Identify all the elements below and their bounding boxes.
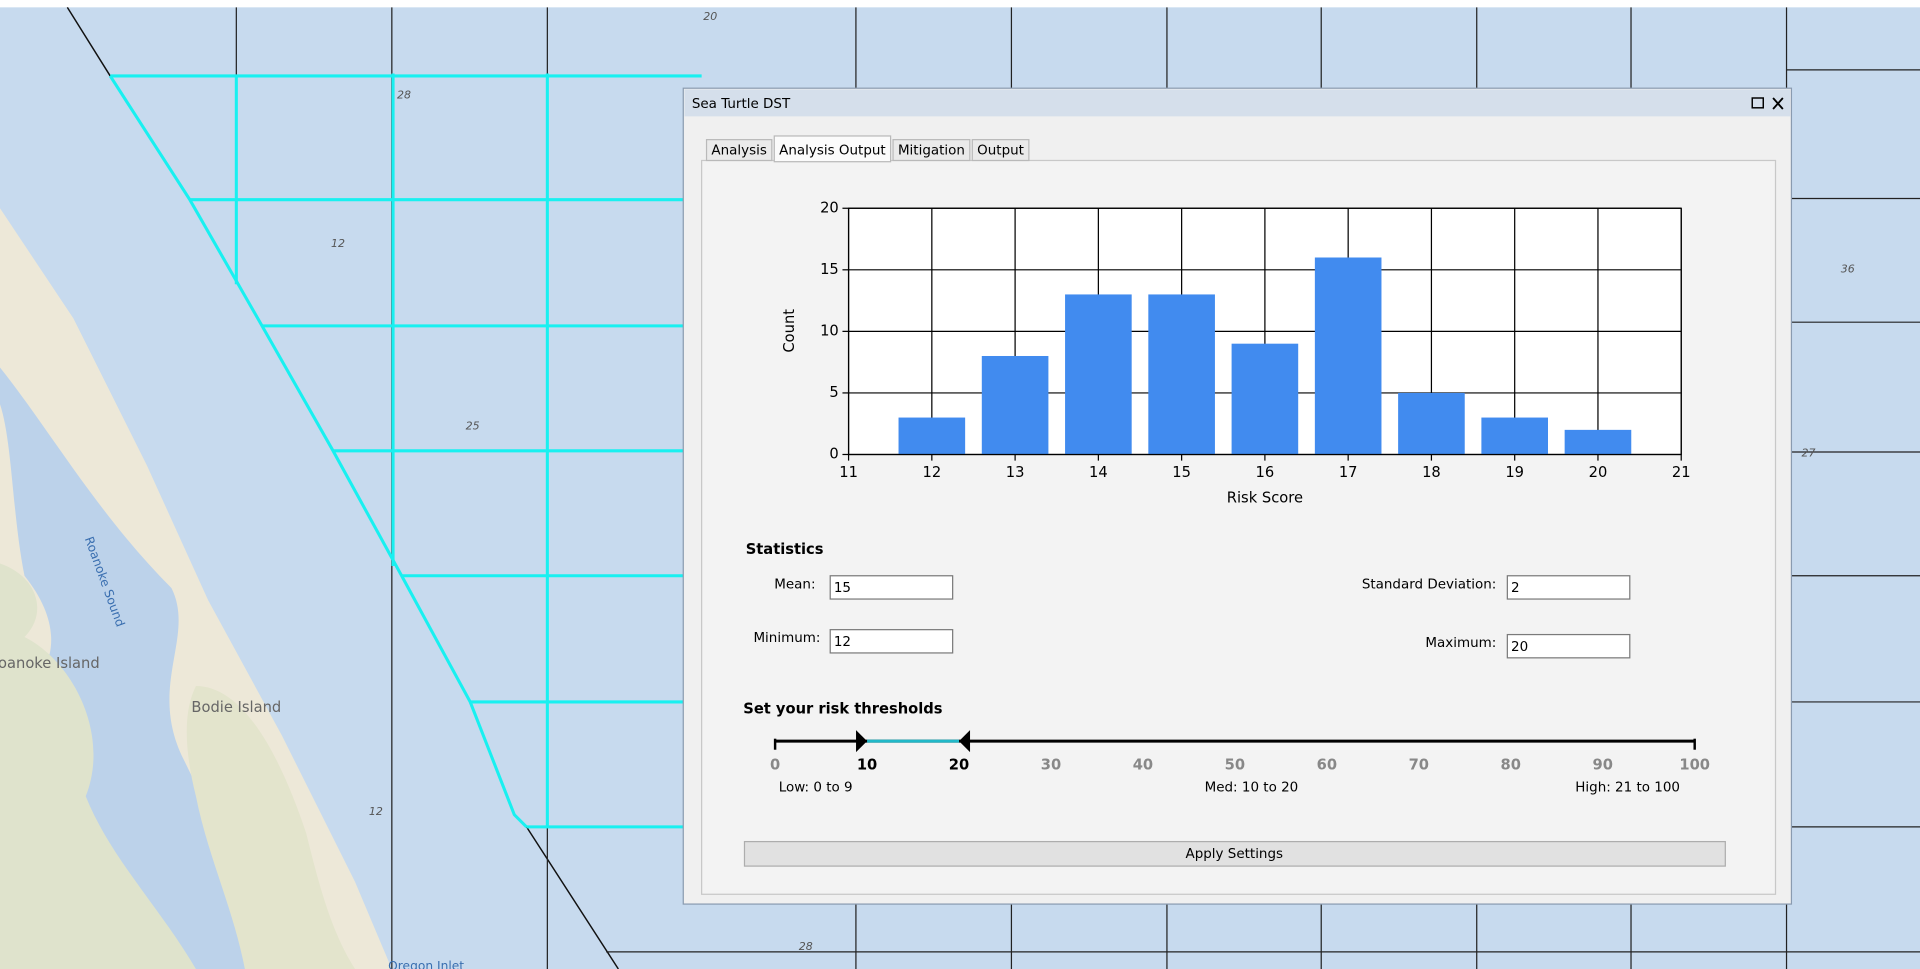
range-label: Low: 0 to 9 bbox=[779, 780, 853, 796]
y-tick-label: 0 bbox=[829, 445, 838, 462]
bar bbox=[1231, 343, 1299, 455]
slider-tick-label: 80 bbox=[1501, 757, 1521, 774]
slider-tick-label: 10 bbox=[857, 757, 877, 774]
slider-tick-label: 40 bbox=[1133, 757, 1153, 774]
tab-label[interactable]: Mitigation bbox=[898, 143, 965, 159]
text-box[interactable] bbox=[1506, 633, 1631, 659]
tab[interactable]: Analysis bbox=[705, 139, 773, 162]
apply-button-label[interactable]: Apply Settings bbox=[1186, 846, 1284, 862]
text-box[interactable] bbox=[829, 629, 954, 654]
x-tick-label: 12 bbox=[922, 464, 941, 481]
x-tick-label: 14 bbox=[1089, 464, 1108, 481]
map-label: 28 bbox=[397, 89, 411, 102]
map-label: 36 bbox=[1841, 263, 1855, 276]
field-label: Minimum: bbox=[753, 630, 820, 646]
map-label: 12 bbox=[369, 805, 383, 818]
x-tick-label: 13 bbox=[1006, 464, 1025, 481]
x-axis-label: Risk Score bbox=[1227, 490, 1303, 507]
bar bbox=[981, 355, 1049, 455]
slider-thumb-low[interactable] bbox=[856, 730, 868, 753]
y-tick-label: 5 bbox=[829, 384, 838, 401]
tab-label[interactable]: Analysis Output bbox=[779, 143, 886, 159]
tab-bg[interactable] bbox=[971, 139, 1030, 162]
map-label: Oregon Inlet bbox=[388, 959, 464, 969]
range-label: High: 21 to 100 bbox=[1575, 780, 1680, 796]
x-tick-label: 18 bbox=[1422, 464, 1441, 481]
bar bbox=[1314, 257, 1382, 455]
field-label: Maximum: bbox=[1425, 635, 1496, 651]
tab[interactable]: Output bbox=[971, 139, 1030, 162]
maximize-button[interactable] bbox=[1751, 97, 1764, 109]
map-label: 27 bbox=[1802, 446, 1816, 459]
close-button[interactable] bbox=[1772, 97, 1784, 110]
field-value[interactable]: 15 bbox=[834, 580, 851, 596]
slider-tick-label: 30 bbox=[1041, 757, 1061, 774]
tab[interactable]: Analysis Output bbox=[773, 135, 892, 163]
field-label: Standard Deviation: bbox=[1362, 576, 1497, 592]
x-tick-label: 11 bbox=[839, 464, 858, 481]
tab-label[interactable]: Analysis bbox=[711, 143, 766, 159]
slider-tick-label: 60 bbox=[1317, 757, 1337, 774]
bar bbox=[898, 417, 966, 455]
slider-tick-label: 20 bbox=[949, 757, 969, 774]
slider-thumb-high[interactable] bbox=[959, 730, 971, 753]
slider-tick-label: 70 bbox=[1409, 757, 1429, 774]
tab-label[interactable]: Output bbox=[977, 143, 1024, 159]
bar bbox=[1065, 294, 1132, 455]
map-label: 20 bbox=[703, 10, 717, 23]
map-label: 28 bbox=[799, 940, 813, 953]
bar bbox=[1481, 417, 1549, 455]
slider-tick-label: 0 bbox=[770, 757, 780, 774]
slider-tick-label: 100 bbox=[1679, 757, 1710, 774]
y-tick-label: 15 bbox=[820, 261, 839, 278]
tab[interactable]: Mitigation bbox=[892, 139, 971, 162]
field-value[interactable]: 20 bbox=[1511, 639, 1528, 655]
x-tick-label: 19 bbox=[1505, 464, 1524, 481]
map-label: Roanoke Island bbox=[0, 655, 100, 672]
text-box[interactable] bbox=[829, 575, 954, 600]
tab-bg[interactable] bbox=[773, 135, 892, 163]
y-axis-label: Count bbox=[781, 309, 798, 353]
map-label: 12 bbox=[331, 237, 345, 250]
x-tick-label: 21 bbox=[1672, 464, 1691, 481]
field-value[interactable]: 2 bbox=[1511, 580, 1520, 596]
text-box[interactable] bbox=[1506, 575, 1631, 600]
x-tick-label: 17 bbox=[1339, 464, 1358, 481]
x-tick-label: 20 bbox=[1589, 464, 1608, 481]
y-tick-label: 10 bbox=[820, 322, 839, 339]
tab-bg[interactable] bbox=[705, 139, 773, 162]
map-label: 25 bbox=[466, 419, 480, 432]
slider-tick-label: 90 bbox=[1593, 757, 1613, 774]
x-tick-label: 15 bbox=[1172, 464, 1191, 481]
plot-border bbox=[847, 207, 1682, 456]
slider-tick-label: 50 bbox=[1225, 757, 1245, 774]
tab-bg[interactable] bbox=[892, 139, 971, 162]
map-label: Bodie Island bbox=[191, 699, 281, 716]
range-label: Med: 10 to 20 bbox=[1205, 780, 1299, 796]
window-title: Sea Turtle DST bbox=[692, 96, 791, 112]
section-title: Statistics bbox=[746, 541, 824, 558]
field-label: Mean: bbox=[774, 576, 815, 592]
y-tick-label: 20 bbox=[820, 199, 839, 216]
field-value[interactable]: 12 bbox=[834, 634, 851, 650]
bar bbox=[1148, 294, 1215, 455]
apply-button[interactable] bbox=[743, 840, 1726, 867]
bar bbox=[1398, 392, 1465, 455]
bar bbox=[1564, 429, 1632, 455]
x-tick-label: 16 bbox=[1256, 464, 1275, 481]
section-title: Set your risk thresholds bbox=[743, 700, 943, 717]
